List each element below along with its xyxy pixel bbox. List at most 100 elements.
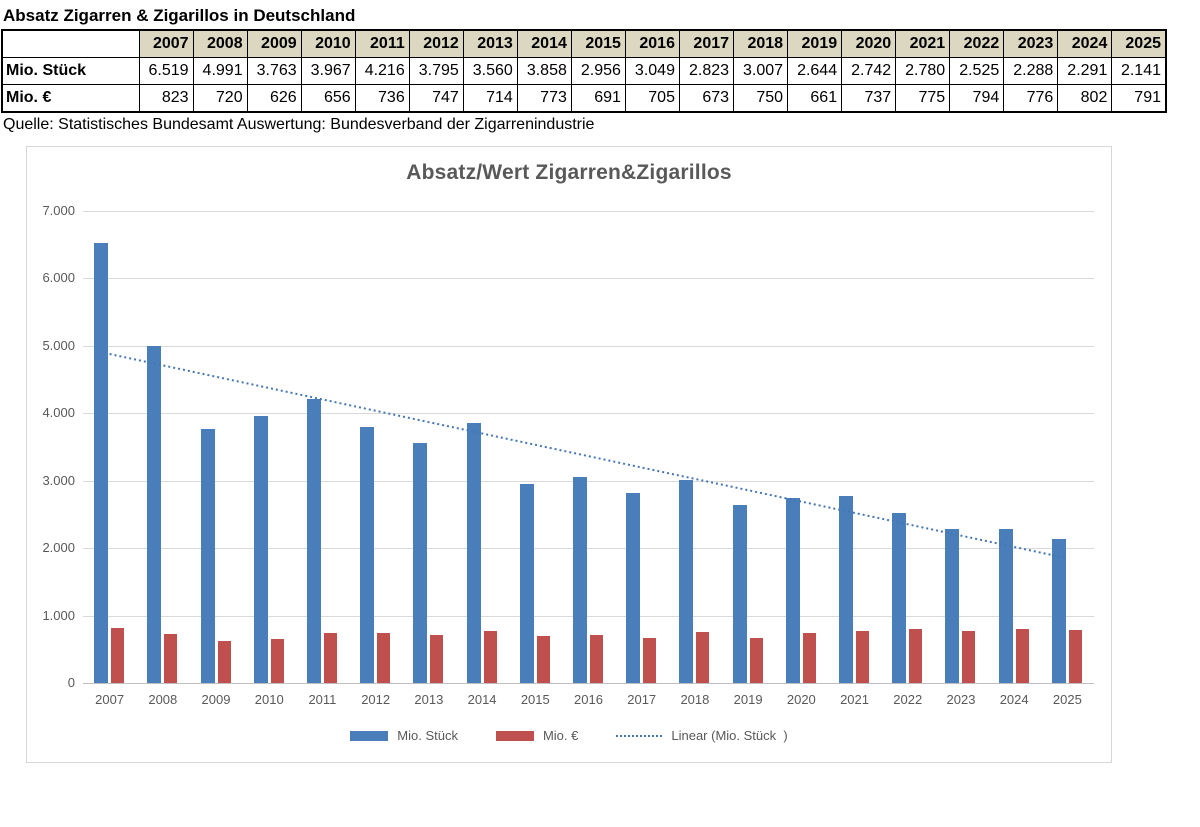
y-tick-label: 6.000: [42, 270, 75, 286]
legend-label: Mio. Stück: [397, 728, 458, 743]
bar-mio-euro-2011: [323, 633, 337, 683]
year-header-cell: 2020: [841, 29, 897, 58]
year-header-cell: 2016: [624, 29, 680, 58]
value-cell: 3.049: [624, 57, 680, 85]
value-cell: 3.007: [733, 57, 789, 85]
year-header-cell: 2008: [192, 29, 248, 58]
bar-mio-stueck-2012: [360, 427, 375, 683]
bar-mio-euro-2008: [164, 634, 178, 683]
x-tick-label: 2011: [308, 692, 337, 707]
legend-item-mio-stueck: Mio. Stück: [350, 728, 458, 743]
year-header-cell: 2009: [246, 29, 302, 58]
table-header-row: 2007 2008 2009 2010 2011 2012 2013 2014 2015 2016…: [1, 29, 1167, 58]
bar-mio-euro-2024: [1015, 628, 1029, 683]
x-tick-label: 2017: [627, 692, 657, 707]
legend-swatch-dotted-line: [616, 734, 663, 737]
y-gridline: [83, 345, 1094, 347]
x-tick-label: 2013: [414, 692, 444, 707]
y-gridline: [83, 615, 1094, 617]
y-gridline: [83, 278, 1094, 280]
bar-mio-euro-2009: [217, 640, 231, 683]
bar-mio-euro-2019: [749, 638, 763, 683]
data-table: 2007 2008 2009 2010 2011 2012 2013 2014 2015 2016…: [1, 29, 1167, 113]
x-tick-label: 2025: [1052, 692, 1082, 707]
value-cell: 2.291: [1057, 57, 1113, 85]
value-cell: 2.288: [1003, 57, 1059, 85]
x-axis-line: [83, 683, 1094, 684]
bar-mio-stueck-2020: [785, 498, 800, 683]
trendline-linear-mio-stueck: [109, 353, 1068, 560]
legend-item-mio-euro: Mio. €: [495, 728, 578, 743]
row-label-cell: Mio. Stück: [1, 57, 140, 85]
x-tick-label: 2015: [520, 692, 550, 707]
row-label-cell: Mio. €: [1, 84, 140, 113]
year-header-cell: 2007: [138, 29, 194, 58]
value-cell: 3.560: [462, 57, 518, 85]
year-header-cell: 2019: [787, 29, 843, 58]
bar-mio-euro-2022: [909, 629, 923, 683]
bar-mio-stueck-2013: [413, 442, 428, 683]
value-cell: 656: [300, 84, 356, 113]
page-title: Absatz Zigarren & Zigarillos in Deutschl…: [3, 6, 356, 25]
year-header-cell: 2024: [1057, 29, 1113, 58]
bar-mio-stueck-2024: [998, 528, 1013, 683]
bar-mio-euro-2007: [111, 627, 125, 683]
value-cell: 3.967: [300, 57, 356, 85]
value-cell: 823: [138, 84, 194, 113]
y-tick-label: 0: [67, 675, 75, 690]
y-gridline: [83, 413, 1094, 415]
value-cell: 802: [1057, 84, 1113, 113]
value-cell: 4.991: [192, 57, 248, 85]
value-cell: 3.795: [408, 57, 464, 85]
bar-mio-stueck-2009: [200, 429, 215, 683]
table-row: Mio. Stück 6.519 4.991 3.763 3.967 4.216 3.795…: [1, 57, 1167, 85]
x-tick-label: 2014: [467, 692, 497, 707]
value-cell: 673: [678, 84, 735, 113]
value-cell: 791: [1111, 84, 1167, 113]
bar-mio-euro-2021: [856, 630, 870, 683]
bar-mio-euro-2023: [962, 630, 976, 683]
year-header-cell: 2017: [678, 29, 735, 58]
value-cell: 750: [733, 84, 789, 113]
y-tick-label: 3.000: [42, 472, 75, 488]
bar-mio-stueck-2016: [573, 477, 587, 683]
value-cell: 714: [462, 84, 518, 113]
y-tick-label: 1.000: [42, 607, 75, 623]
chart-title: Absatz/Wert Zigarren&Zigarillos: [406, 161, 732, 184]
value-cell: 2.141: [1111, 57, 1167, 85]
y-gridline: [83, 548, 1094, 550]
value-cell: 3.763: [246, 57, 302, 85]
x-tick-label: 2018: [680, 692, 710, 707]
page: Absatz Zigarren & Zigarillos in Deutschl…: [0, 0, 1200, 763]
trendline-layer: [109, 353, 1068, 560]
year-header-cell: 2022: [949, 29, 1005, 58]
bar-mio-stueck-2021: [839, 495, 854, 683]
value-cell: 626: [246, 84, 302, 113]
year-header-cell: 2014: [516, 29, 572, 58]
x-tick-label: 2023: [946, 692, 976, 707]
table-corner-cell: [1, 29, 140, 58]
bar-mio-stueck-2007: [94, 243, 109, 683]
x-tick-label: 2012: [361, 692, 391, 707]
bar-mio-stueck-2018: [679, 480, 694, 683]
value-cell: 720: [192, 84, 248, 113]
value-cell: 2.644: [787, 57, 843, 85]
x-tick-label: 2009: [201, 692, 231, 707]
legend-label: Linear (Mio. Stück ): [671, 728, 788, 743]
bar-mio-stueck-2022: [892, 512, 907, 683]
bar-mio-stueck-2023: [945, 528, 960, 683]
chart: Absatz/Wert Zigarren&Zigarillos 0 1.000 2.…: [26, 146, 1112, 763]
value-cell: 705: [624, 84, 680, 113]
table-row: Mio. €823 720 626 656 736 747 714 773 691 705 673 7…: [1, 84, 1167, 113]
bar-mio-euro-2013: [430, 634, 444, 683]
bar-mio-euro-2025: [1068, 629, 1082, 683]
value-cell: 691: [570, 84, 626, 113]
y-gridline: [83, 211, 1094, 212]
bar-mio-stueck-2011: [306, 398, 321, 683]
x-tick-label: 2022: [893, 692, 923, 707]
x-tick-label: 2020: [786, 692, 816, 707]
bar-mio-euro-2017: [643, 637, 657, 683]
legend-swatch-red-bar: [495, 730, 534, 741]
value-cell: 2.780: [895, 57, 951, 85]
value-cell: 747: [408, 84, 464, 113]
